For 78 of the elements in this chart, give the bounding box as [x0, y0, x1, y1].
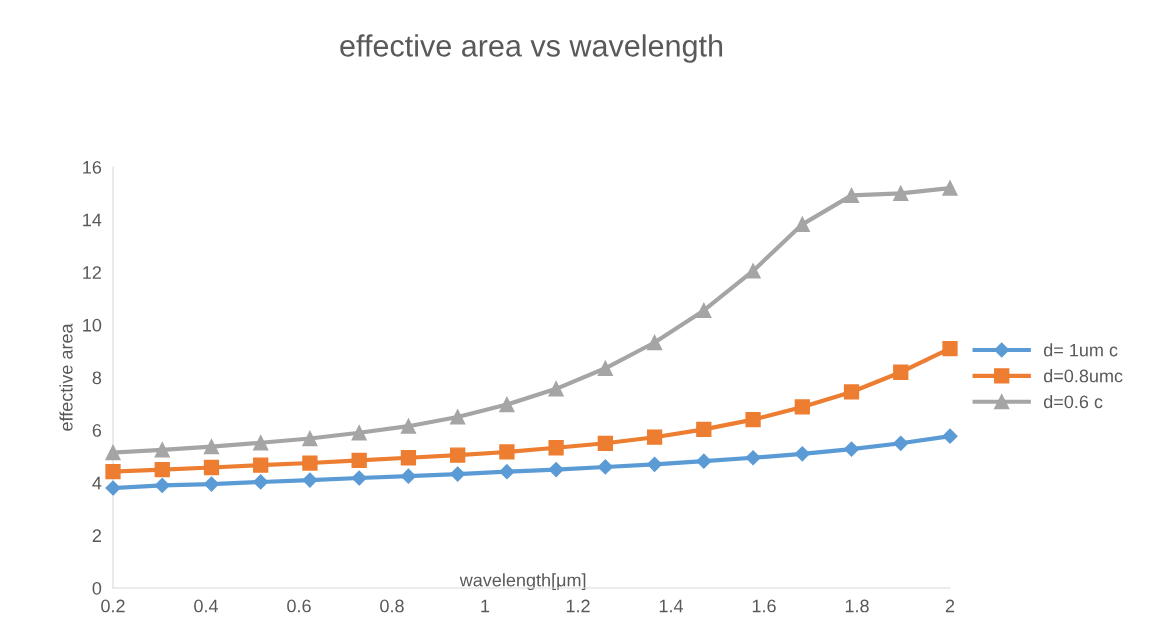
point — [203, 476, 220, 492]
point — [351, 452, 367, 469]
point — [154, 477, 170, 493]
point — [646, 429, 663, 445]
point — [843, 441, 860, 457]
point — [203, 459, 220, 476]
x-tick-label: 1.8 — [845, 599, 869, 613]
point — [548, 462, 564, 478]
point — [696, 302, 712, 319]
point — [597, 360, 613, 376]
y-tick-label: 2 — [92, 529, 101, 542]
point — [450, 409, 466, 425]
point — [253, 474, 269, 490]
point — [105, 480, 121, 496]
x-tick-label: 1.4 — [659, 599, 684, 613]
point — [597, 459, 613, 475]
point — [154, 461, 170, 478]
point — [893, 185, 909, 201]
x-tick-label: 2 — [945, 599, 955, 613]
x-axis-title: wavelength[μm] — [459, 573, 586, 591]
point — [499, 444, 515, 460]
legend-label: d=0.6 c — [1043, 394, 1103, 409]
point — [745, 450, 761, 466]
point — [696, 453, 712, 469]
point — [794, 446, 810, 462]
point — [351, 470, 367, 486]
point — [499, 464, 515, 480]
chart-title: effective area vs wavelength — [340, 34, 723, 63]
y-axis-title: effective area — [59, 323, 73, 431]
point — [154, 442, 170, 458]
point — [253, 435, 269, 451]
point — [893, 435, 909, 451]
x-tick-label: 1 — [481, 599, 490, 613]
point — [597, 435, 613, 451]
x-tick-label: 1.6 — [752, 599, 776, 613]
point — [942, 340, 958, 357]
point — [400, 468, 416, 484]
x-tick-label: 0.2 — [101, 599, 125, 613]
point — [548, 381, 564, 397]
y-tick-label: 10 — [83, 318, 102, 332]
legend-label: d=0.8umc — [1043, 369, 1123, 383]
point — [942, 428, 958, 444]
point — [646, 334, 663, 351]
point — [843, 187, 860, 204]
point — [302, 472, 318, 488]
y-tick-label: 8 — [92, 371, 102, 385]
x-tick-label: 1.2 — [566, 599, 590, 613]
point — [843, 384, 860, 400]
y-tick-label: 6 — [92, 424, 102, 437]
point — [203, 439, 220, 455]
x-tick-label: 0.6 — [287, 599, 311, 613]
point — [745, 263, 761, 279]
point — [548, 440, 564, 456]
point — [351, 425, 367, 441]
point — [696, 421, 712, 437]
y-tick-label: 14 — [83, 213, 102, 227]
point — [450, 447, 466, 463]
point — [893, 364, 909, 380]
y-tick-label: 0 — [92, 581, 102, 595]
point — [942, 180, 958, 196]
point — [302, 455, 318, 471]
y-tick-label: 16 — [83, 160, 102, 174]
point — [647, 456, 663, 472]
legend-label: d= 1um c — [1043, 343, 1118, 357]
point — [400, 418, 417, 434]
point — [105, 444, 121, 461]
point — [400, 450, 417, 466]
y-tick-label: 4 — [92, 476, 102, 490]
y-tick-label: 12 — [83, 266, 101, 279]
x-tick-label: 0.8 — [380, 599, 404, 613]
point — [794, 399, 810, 415]
point — [302, 430, 318, 447]
point — [745, 411, 761, 428]
x-tick-label: 0.4 — [194, 599, 219, 613]
point — [253, 457, 269, 473]
point — [450, 466, 466, 482]
point — [105, 464, 121, 480]
point — [499, 396, 515, 413]
